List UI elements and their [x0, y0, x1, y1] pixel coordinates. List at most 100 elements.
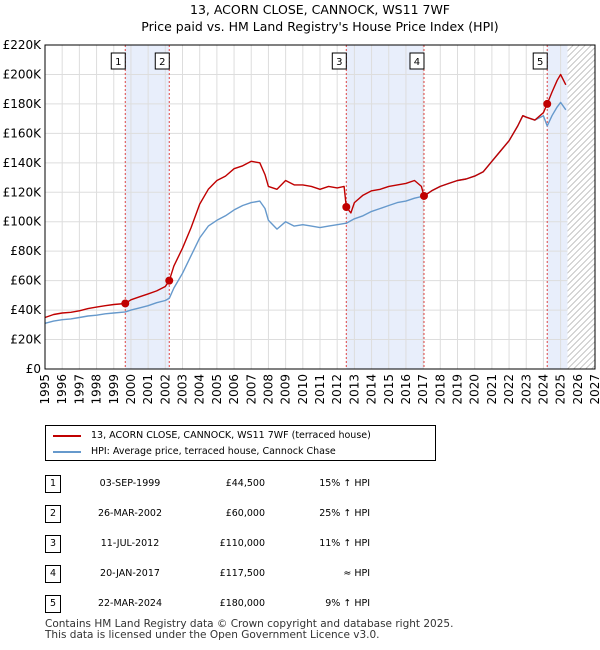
sale-hpi: 9% ↑ HPI: [325, 598, 370, 609]
y-tick-label: £180K: [3, 97, 43, 111]
sale-price: £180,000: [219, 598, 265, 609]
x-tick-label: 2019: [451, 374, 465, 405]
sale-number: 3: [45, 535, 61, 553]
sale-marker-label: 4: [414, 57, 420, 68]
y-tick-label: £60K: [10, 274, 42, 288]
table-row: 3 11-JUL-2012 £110,000 11% ↑ HPI: [0, 535, 600, 555]
y-tick-label: £80K: [10, 244, 42, 258]
sale-number: 2: [45, 505, 61, 523]
sale-number: 5: [45, 595, 61, 613]
y-tick-label: £100K: [3, 215, 43, 229]
forecast-area: [567, 45, 595, 369]
hatch-line: [567, 202, 595, 232]
x-tick-label: 2025: [554, 374, 568, 405]
sale-marker-label: 5: [537, 57, 543, 68]
sale-point: [121, 299, 130, 308]
hatch-line: [567, 292, 595, 322]
table-row: 5 22-MAR-2024 £180,000 9% ↑ HPI: [0, 595, 600, 615]
x-tick-label: 2022: [502, 374, 516, 405]
footer: Contains HM Land Registry data © Crown c…: [45, 619, 453, 641]
x-tick-label: 2017: [416, 374, 430, 405]
x-tick-label: 2012: [330, 374, 344, 405]
sale-price: £44,500: [225, 478, 265, 489]
property-price-line: [44, 73, 567, 319]
sale-date: 03-SEP-1999: [99, 478, 161, 489]
sale-point: [342, 203, 351, 211]
sale-price: £110,000: [219, 538, 265, 549]
sale-marker-box: [331, 52, 347, 70]
x-tick-label: 2014: [365, 374, 379, 405]
x-tick-label: 1998: [90, 374, 104, 405]
hatch-line: [567, 184, 595, 214]
sale-number: 4: [45, 565, 61, 583]
sale-point: [165, 276, 174, 285]
footer-line-1: Contains HM Land Registry data © Crown c…: [45, 618, 454, 630]
sale-date: 20-JAN-2017: [100, 568, 160, 579]
hatch-line: [567, 298, 595, 328]
y-tick-label: £200K: [3, 67, 43, 81]
y-tick-label: £120K: [3, 185, 43, 199]
x-tick-label: 2016: [399, 374, 413, 405]
sale-hpi: ≈ HPI: [343, 568, 370, 579]
hatch-line: [567, 88, 595, 118]
hatch-line: [567, 310, 595, 340]
x-tick-label: 2009: [279, 374, 293, 405]
sale-marker-box: [154, 52, 170, 70]
hpi-line: [44, 101, 567, 324]
shaded-period: [547, 45, 568, 369]
forecast-hatch: [567, 45, 595, 369]
sale-hpi: 15% ↑ HPI: [319, 478, 370, 489]
x-tick-label: 2026: [571, 374, 585, 405]
hatch-line: [567, 190, 595, 220]
table-row: 1 03-SEP-1999 £44,500 15% ↑ HPI: [0, 475, 600, 495]
sale-point: [543, 99, 552, 108]
price-chart: 13, ACORN CLOSE, CANNOCK, WS11 7WF Price…: [3, 2, 600, 405]
x-tick-label: 2010: [296, 374, 310, 405]
x-tick-label: 2008: [261, 374, 275, 405]
table-row: 2 26-MAR-2002 £60,000 25% ↑ HPI: [0, 505, 600, 525]
footer-line-2: This data is licensed under the Open Gov…: [45, 629, 380, 641]
sale-point: [419, 191, 428, 200]
plot-frame: [44, 44, 596, 370]
x-tick-label: 1995: [38, 374, 52, 405]
y-tick-label: £140K: [3, 156, 43, 170]
x-tick-label: 2002: [158, 374, 172, 405]
y-tick-label: £220K: [3, 38, 43, 52]
sale-marker-box: [110, 52, 126, 70]
sale-price: £60,000: [225, 508, 265, 519]
sale-hpi: 11% ↑ HPI: [319, 538, 370, 549]
legend-label-property: 13, ACORN CLOSE, CANNOCK, WS11 7WF (terr…: [91, 430, 371, 441]
x-tick-label: 2005: [210, 374, 224, 405]
hatch-line: [567, 82, 595, 112]
sale-price: £117,500: [219, 568, 265, 579]
hatch-line: [567, 94, 595, 124]
x-tick-label: 2013: [347, 374, 361, 405]
x-tick-label: 2004: [193, 374, 207, 405]
hatch-line: [567, 304, 595, 334]
sale-marker-box: [532, 52, 548, 70]
legend: 13, ACORN CLOSE, CANNOCK, WS11 7WF (terr…: [45, 425, 436, 461]
sale-date: 26-MAR-2002: [97, 508, 163, 519]
y-tick-label: £40K: [10, 303, 42, 317]
x-tick-label: 2001: [141, 374, 155, 405]
sale-number: 1: [45, 475, 61, 493]
x-tick-label: 2000: [124, 374, 138, 405]
x-tick-label: 2006: [227, 374, 241, 405]
sale-marker-box: [409, 52, 425, 70]
x-tick-label: 2003: [176, 374, 190, 405]
hatch-line: [567, 196, 595, 226]
legend-label-hpi: HPI: Average price, terraced house, Cann…: [91, 446, 336, 457]
x-tick-label: 2011: [313, 374, 327, 405]
x-tick-label: 1996: [55, 374, 69, 405]
x-tick-label: 2018: [433, 374, 447, 405]
x-tick-label: 2024: [536, 374, 550, 405]
x-tick-label: 2023: [519, 374, 533, 405]
chart-subtitle: Price paid vs. HM Land Registry's House …: [141, 19, 498, 34]
sale-marker-label: 1: [115, 57, 121, 68]
legend-swatch-property: [53, 435, 81, 437]
sale-date: 22-MAR-2024: [97, 598, 163, 609]
sale-hpi: 25% ↑ HPI: [319, 508, 370, 519]
table-row: 4 20-JAN-2017 £117,500 ≈ HPI: [0, 565, 600, 585]
hatch-line: [567, 76, 595, 106]
sale-marker-label: 2: [159, 57, 165, 68]
